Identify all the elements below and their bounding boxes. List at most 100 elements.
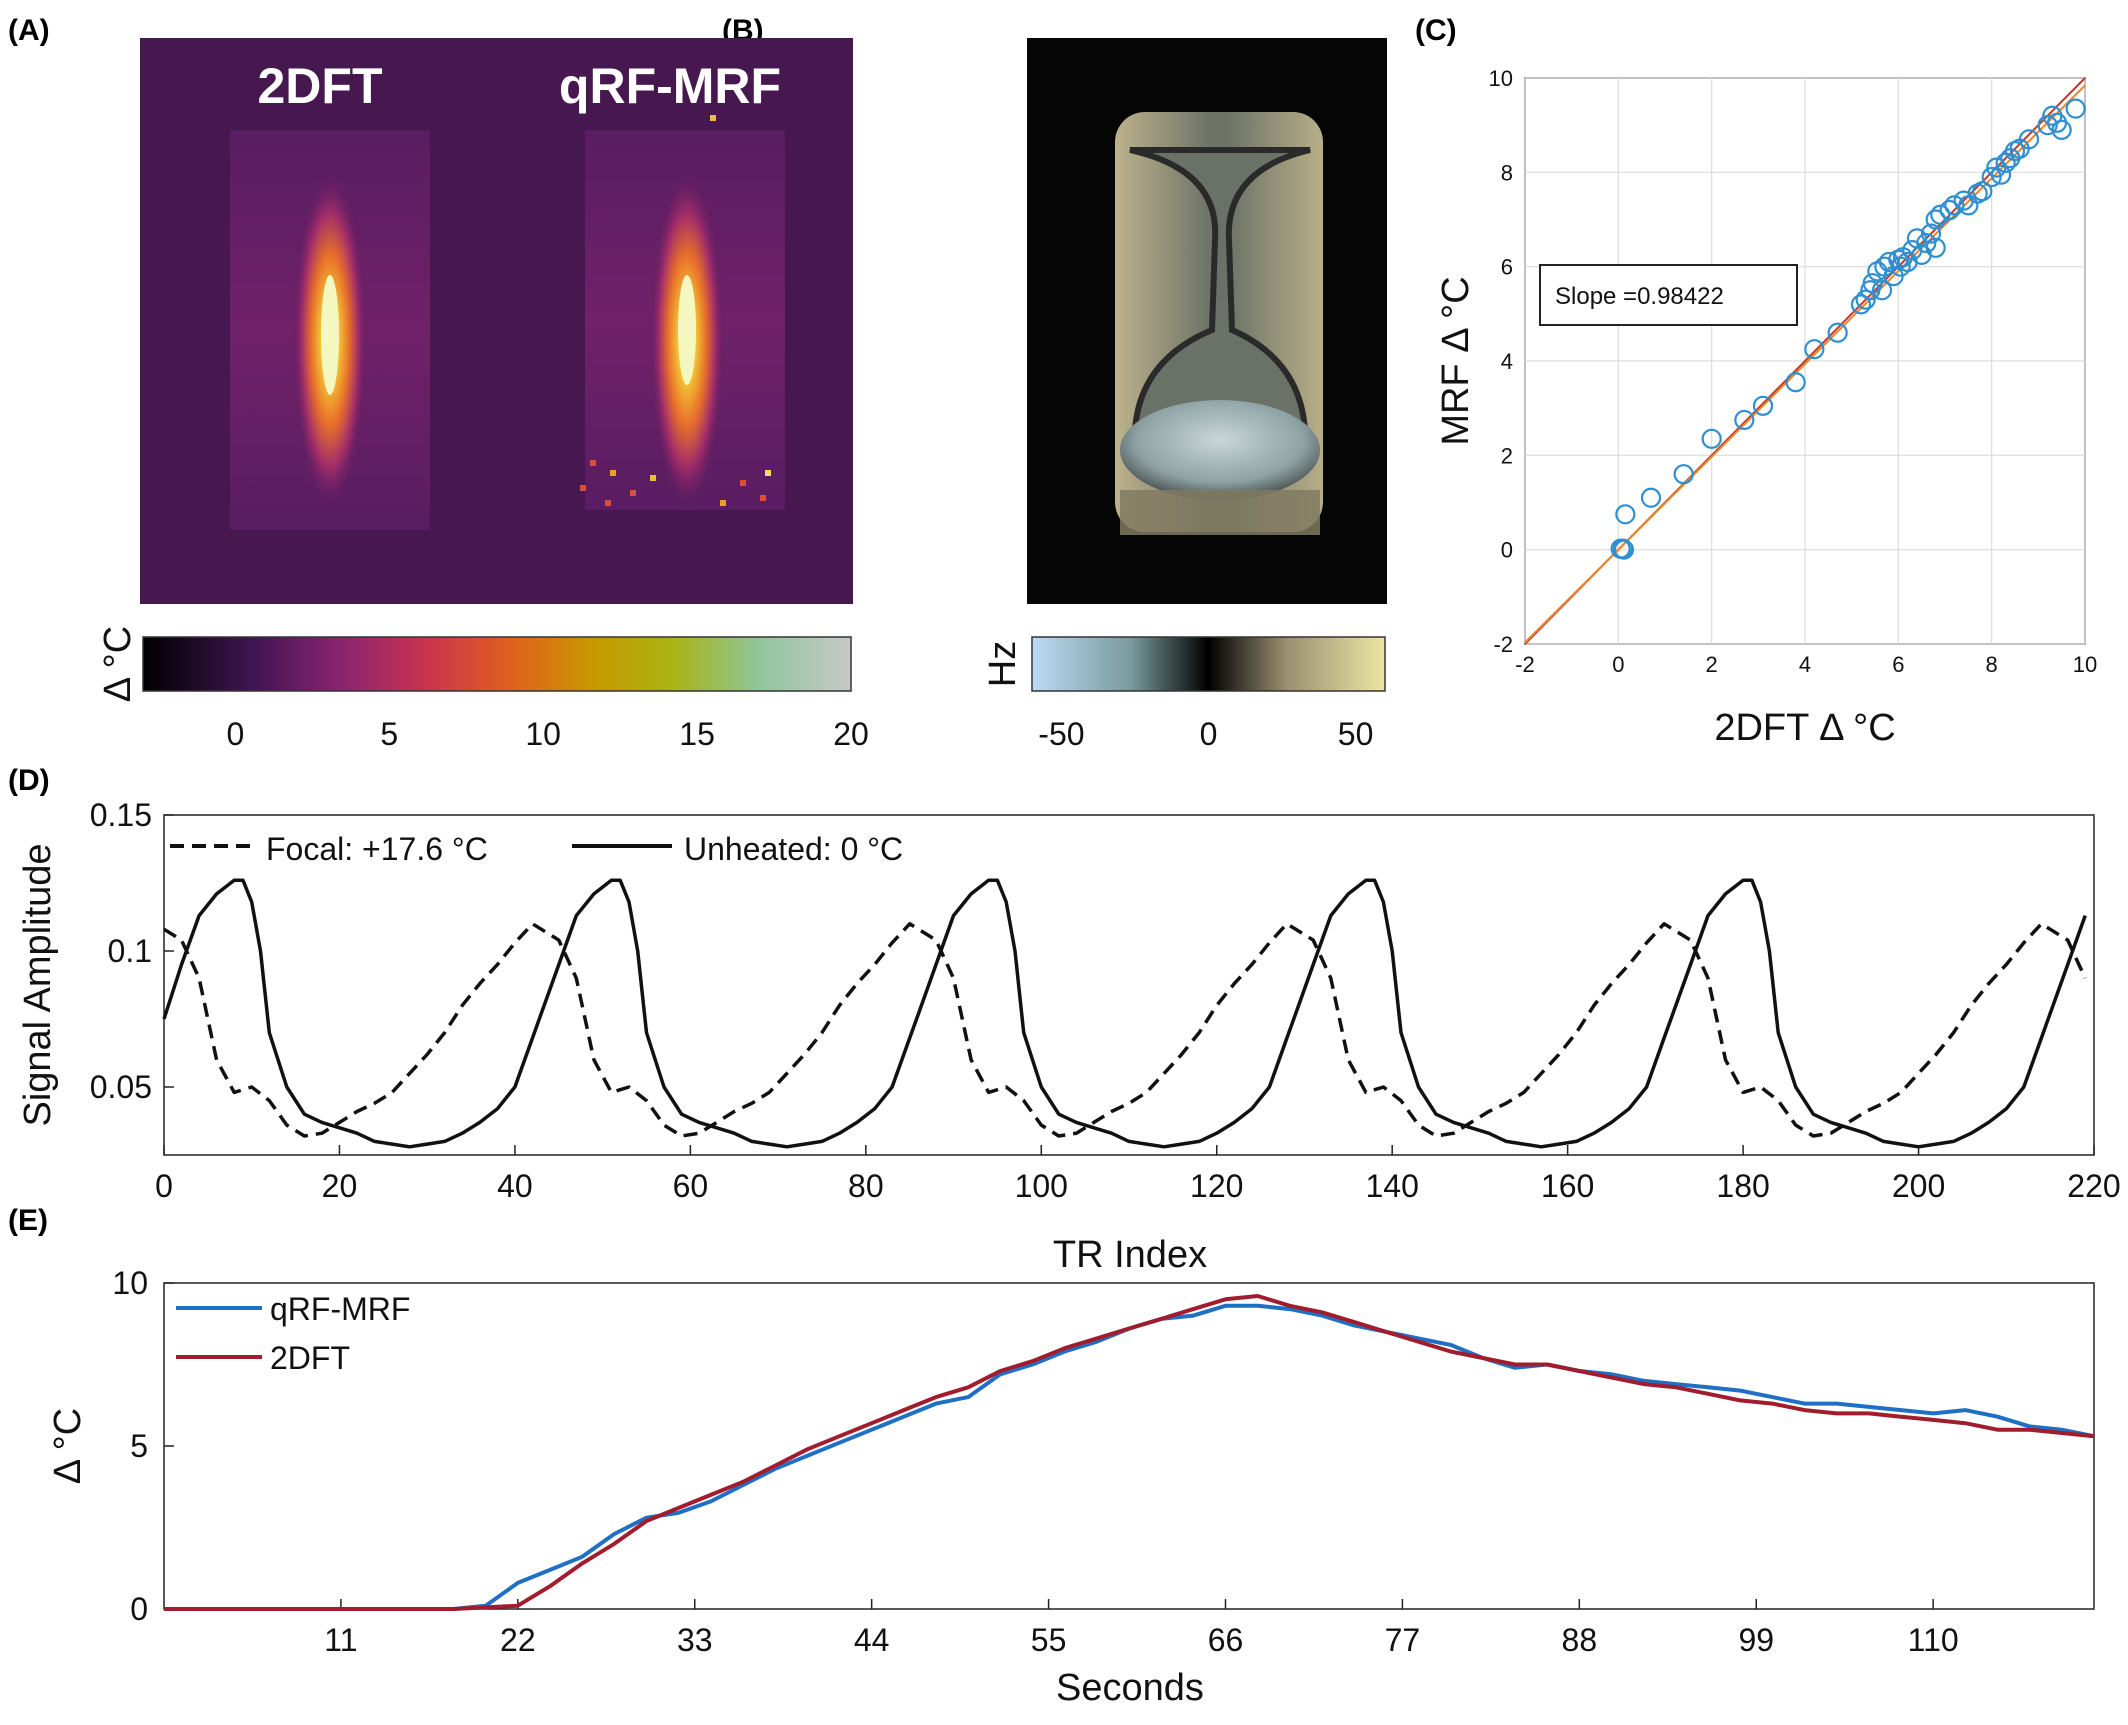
chart-e-ticks: 11 22 33 44 55 66 77 88 99 110 0 5 10 (112, 1265, 1958, 1658)
legend-d-unheated-label: Unheated: 0 °C (684, 831, 903, 867)
panel-label-d: (D) (8, 764, 50, 797)
chart-c-point-8 (1752, 395, 1774, 416)
chart-c-ytick-0: -2 (1493, 632, 1513, 657)
colorbar-a-tick-3: 15 (679, 716, 715, 752)
panel-label-c: (C) (1415, 14, 1457, 47)
chart-c-xtick-3: 4 (1799, 652, 1811, 677)
chart-c-ytick-3: 4 (1501, 349, 1513, 374)
chart-c-scatter: -2 0 2 4 6 8 10 -2 0 2 4 6 8 10 Slope =0.98422 2DFT Δ… (1435, 66, 2097, 749)
chart-c-ytick-5: 8 (1501, 160, 1513, 185)
colorbar-a-tick-0: 0 (226, 716, 244, 752)
chart-d-ylabel: Signal Amplitude (17, 843, 59, 1126)
chart-e-lines (164, 1294, 2095, 1611)
chart-c-point-29 (1920, 223, 1942, 244)
chart-c-point-12 (1850, 294, 1872, 315)
chart-d-xtick-7: 140 (1365, 1168, 1418, 1204)
map-a-2dft-core (321, 275, 339, 395)
chart-c-ylabel: MRF Δ °C (1435, 276, 1477, 445)
colorbar-b-tick-1: 0 (1200, 716, 1218, 752)
chart-c-point-7 (1734, 409, 1755, 431)
chart-d-lines (162, 878, 2087, 1149)
colorbar-a-tick-4: 20 (833, 716, 869, 752)
chart-c-xtick-2: 2 (1706, 652, 1718, 677)
chart-c-point-33 (1939, 199, 1960, 221)
colorbar-a-ticks: 0 5 10 15 20 (226, 716, 868, 752)
chart-c-point-28 (1916, 232, 1937, 254)
chart-e-xtick-1: 22 (500, 1622, 536, 1658)
chart-d-ytick-0: 0.05 (90, 1069, 152, 1105)
chart-d-xtick-10: 200 (1892, 1168, 1945, 1204)
chart-c-point-9 (1785, 372, 1806, 393)
chart-c-xtick-5: 8 (1986, 652, 1998, 677)
chart-e-xtick-4: 55 (1031, 1622, 1067, 1658)
chart-d-xtick-2: 40 (497, 1168, 533, 1204)
chart-e-xlabel: Seconds (1056, 1667, 1204, 1709)
chart-d-xtick-3: 60 (673, 1168, 709, 1204)
chart-c-point-51 (2065, 98, 2086, 119)
map-a-mrf-core (678, 275, 696, 385)
chart-d-series-1 (162, 878, 2087, 1149)
colorbar-a-label: Δ °C (97, 626, 139, 702)
chart-c-point-11 (1827, 322, 1848, 343)
chart-e-frame (163, 1282, 2095, 1610)
chart-c-xtick-0: -2 (1515, 652, 1535, 677)
chart-c-point-13 (1855, 289, 1876, 310)
chart-c-point-2 (1613, 539, 1635, 560)
map-a-title-mrf: qRF-MRF (559, 58, 781, 114)
chart-c-point-3 (1615, 504, 1636, 525)
chart-c-point-46 (2018, 129, 2040, 150)
chart-e-xtick-5: 66 (1208, 1622, 1244, 1658)
chart-e-series-0 (164, 1303, 2095, 1611)
chart-c-ticks: -2 0 2 4 6 8 10 -2 0 2 4 6 8 10 (1489, 66, 2098, 677)
chart-c-annotation-box (1539, 264, 1798, 326)
colorbar-b-ticks: -50 0 50 (1038, 716, 1373, 752)
legend-e-2dft-label: 2DFT (270, 1340, 350, 1376)
panel-label-a: (A) (8, 14, 50, 47)
chart-d-legend: Focal: +17.6 °C Unheated: 0 °C (170, 831, 903, 867)
chart-d-xtick-9: 180 (1716, 1168, 1769, 1204)
chart-c-xtick-1: 0 (1612, 652, 1624, 677)
map-b-bulb (1120, 400, 1320, 500)
chart-d-signal: 0 20 40 60 80 100 120 140 160 180 200 220 0.05 0.1 0.1… (17, 797, 2121, 1276)
chart-c-ytick-4: 6 (1501, 255, 1513, 280)
chart-e-xtick-8: 99 (1738, 1622, 1774, 1658)
chart-d-xtick-1: 20 (322, 1168, 358, 1204)
chart-e-temperature: 11 22 33 44 55 66 77 88 99 110 0 5 10 qRF-MRF 2DFT S… (47, 1265, 2095, 1709)
chart-d-series-0 (163, 922, 2087, 1138)
chart-e-xtick-7: 88 (1562, 1622, 1598, 1658)
panel-b-map: Hz -50 0 50 (982, 38, 1387, 752)
colorbar-b-tick-0: -50 (1038, 716, 1084, 752)
chart-c-ytick-1: 0 (1501, 538, 1513, 563)
colorbar-a (142, 636, 852, 692)
chart-c-point-50 (2051, 119, 2072, 140)
map-a-title-2dft: 2DFT (258, 58, 383, 114)
chart-c-point-41 (1990, 164, 2012, 185)
chart-c-points (1610, 98, 2086, 560)
chart-d-xtick-4: 80 (848, 1168, 884, 1204)
panel-label-e: (E) (8, 1204, 48, 1237)
chart-c-xtick-6: 10 (2073, 652, 2097, 677)
chart-c-xtick-4: 6 (1892, 652, 1904, 677)
chart-c-point-47 (2037, 115, 2058, 136)
chart-c-point-17 (1871, 280, 1893, 301)
chart-e-series-1 (164, 1294, 2095, 1611)
chart-c-point-5 (1673, 464, 1694, 485)
chart-e-xtick-6: 77 (1385, 1622, 1421, 1658)
colorbar-b-tick-2: 50 (1338, 716, 1374, 752)
chart-d-xtick-0: 0 (155, 1168, 173, 1204)
chart-c-point-10 (1804, 339, 1825, 360)
chart-c-ytick-6: 10 (1489, 66, 1513, 91)
map-a-mrf-noise (580, 115, 771, 506)
chart-e-xtick-0: 11 (324, 1622, 357, 1658)
chart-d-ytick-2: 0.15 (90, 797, 152, 833)
colorbar-b (1031, 636, 1386, 692)
colorbar-b-label: Hz (982, 641, 1024, 687)
chart-e-xtick-3: 44 (854, 1622, 890, 1658)
chart-c-point-34 (1944, 195, 1965, 216)
chart-d-xlabel: TR Index (1053, 1234, 1207, 1276)
chart-e-ylabel: Δ °C (47, 1408, 89, 1484)
chart-d-xtick-6: 120 (1190, 1168, 1243, 1204)
chart-c-point-39 (1981, 166, 2002, 188)
legend-e-qrf-label: qRF-MRF (270, 1291, 410, 1327)
chart-e-xtick-9: 110 (1908, 1622, 1959, 1658)
